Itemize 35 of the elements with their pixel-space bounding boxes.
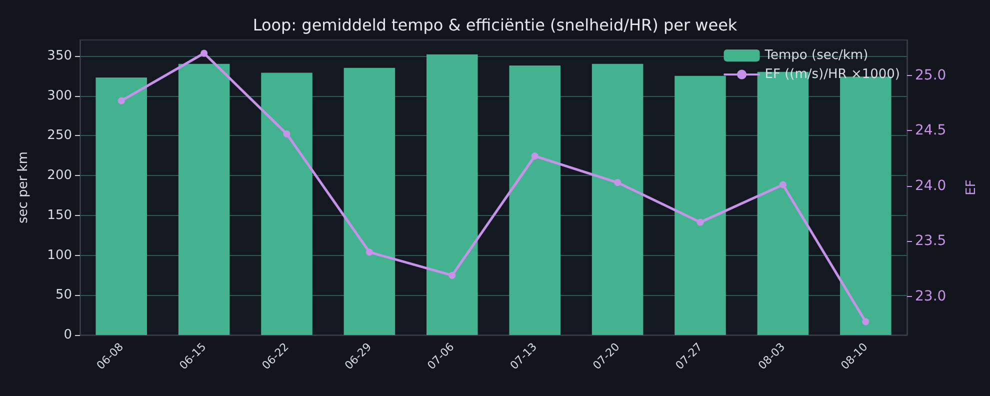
point	[614, 179, 622, 186]
y2-axis-title: EF	[964, 180, 979, 196]
point	[862, 318, 870, 326]
bar	[178, 64, 230, 335]
y2-tick-label: 24.0	[915, 178, 946, 194]
y-tick-label: 150	[47, 208, 72, 223]
bar	[344, 68, 396, 335]
y-axis-title: sec per km	[16, 152, 31, 224]
point	[283, 130, 290, 138]
point	[531, 152, 538, 160]
point	[448, 272, 456, 279]
y2-tick-label: 23.5	[915, 233, 946, 250]
legend-label: Tempo (sec/km)	[764, 48, 868, 63]
point	[779, 181, 786, 188]
bar	[674, 76, 726, 335]
y-tick-label: 250	[47, 128, 72, 144]
y-tick-label: 50	[55, 288, 72, 303]
point	[366, 248, 373, 256]
bar	[592, 64, 644, 335]
bar	[261, 72, 312, 335]
y-tick-label: 200	[47, 168, 72, 184]
y-tick-label: 0	[64, 328, 72, 342]
y-tick-label: 300	[47, 88, 72, 104]
bar	[96, 77, 147, 335]
chart-title: Loop: gemiddeld tempo & efficiëntie (snelheid/HR) per week	[252, 16, 738, 34]
point	[200, 50, 208, 57]
y2-tick-label: 23.0	[915, 288, 946, 304]
y2-tick-label: 24.5	[915, 122, 946, 139]
bar	[509, 66, 560, 335]
point	[696, 218, 704, 226]
bar	[426, 54, 478, 335]
y-tick-label: 100	[47, 248, 72, 263]
point	[118, 97, 125, 104]
y-tick-label: 350	[47, 48, 72, 64]
y2-tick-label: 25.0	[915, 67, 946, 84]
